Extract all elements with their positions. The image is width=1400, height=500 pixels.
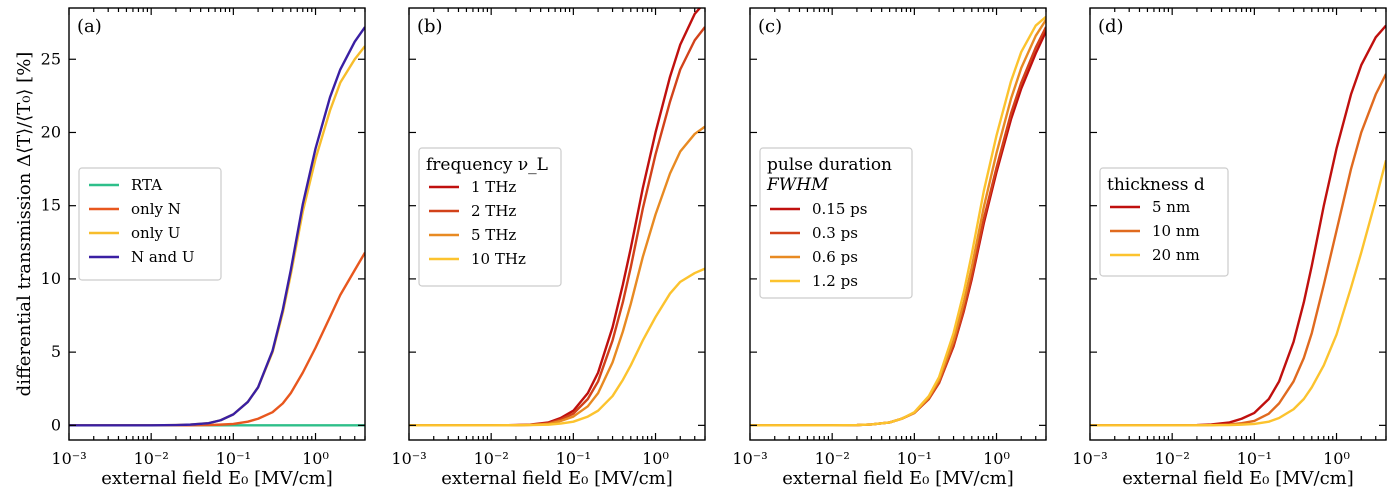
- x-tick-label: 10⁻³: [391, 449, 426, 468]
- x-tick-label: 10⁻²: [474, 449, 509, 468]
- y-tick-label: 25: [41, 49, 61, 68]
- panel-label: (c): [758, 16, 782, 37]
- x-tick-label: 10⁻¹: [1237, 449, 1272, 468]
- x-axis-label: external field E₀ [MV/cm]: [782, 468, 1014, 489]
- series-line-10-thz: [409, 267, 705, 427]
- legend-entry: 10 nm: [1152, 222, 1200, 240]
- x-tick-label: 10⁻¹: [216, 449, 251, 468]
- legend-entry: 10 THz: [471, 250, 526, 268]
- y-tick-label: 5: [51, 342, 61, 361]
- y-tick-label: 0: [51, 415, 61, 434]
- y-tick-label: 10: [41, 269, 61, 288]
- legend-entry: 0.15 ps: [812, 200, 867, 218]
- x-tick-label: 10⁰: [642, 449, 669, 468]
- series-line-20-nm: [1090, 159, 1386, 427]
- series-line-1.2-ps: [750, 15, 1046, 427]
- x-tick-label: 10⁻³: [1072, 449, 1107, 468]
- x-tick-label: 10⁰: [983, 449, 1010, 468]
- legend-box: [418, 147, 562, 287]
- legend-entry: 0.3 ps: [812, 224, 858, 242]
- y-tick-label: 20: [41, 122, 61, 141]
- plot-frame: [408, 7, 706, 441]
- x-axis-label: external field E₀ [MV/cm]: [101, 468, 333, 489]
- legend-entry: only N: [131, 200, 181, 218]
- legend-title: frequency ν_L: [426, 155, 548, 175]
- legend-entry: 0.6 ps: [812, 248, 858, 266]
- panel-label: (d): [1098, 16, 1124, 37]
- x-tick-label: 10⁻³: [51, 449, 86, 468]
- x-tick-label: 10⁻¹: [897, 449, 932, 468]
- x-axis-label: external field E₀ [MV/cm]: [441, 468, 673, 489]
- legend-entry: only U: [131, 224, 180, 242]
- legend-title: pulse duration: [767, 155, 892, 175]
- legend-entry: N and U: [131, 248, 195, 266]
- x-tick-label: 10⁻³: [732, 449, 767, 468]
- legend-box: [759, 147, 913, 299]
- legend-entry: 5 nm: [1152, 198, 1190, 216]
- panel-label: (b): [417, 16, 443, 37]
- legend-entry: 1 THz: [471, 178, 516, 196]
- x-tick-label: 10⁻²: [134, 449, 169, 468]
- legend-subtitle: FWHM: [766, 175, 829, 195]
- x-tick-label: 10⁻²: [1155, 449, 1190, 468]
- legend-entry: RTA: [131, 176, 162, 194]
- plot-frame: [68, 7, 366, 441]
- legend-entry: 20 nm: [1152, 246, 1200, 264]
- x-tick-label: 10⁰: [302, 449, 329, 468]
- y-tick-label: 15: [41, 196, 61, 215]
- panel-label: (a): [77, 16, 102, 37]
- plot-frame: [1089, 7, 1387, 441]
- legend-box: [78, 167, 222, 281]
- legend-box: [1099, 167, 1229, 277]
- legend-title: thickness d: [1107, 175, 1205, 195]
- legend-entry: 5 THz: [471, 226, 516, 244]
- plot-frame: [749, 7, 1047, 441]
- x-tick-label: 10⁰: [1323, 449, 1350, 468]
- y-axis-label: differential transmission Δ⟨T⟩/⟨T₀⟩ [%]: [14, 52, 35, 397]
- legend-entry: 2 THz: [471, 202, 516, 220]
- x-tick-label: 10⁻¹: [556, 449, 591, 468]
- series-line-n-and-u: [69, 26, 365, 427]
- x-axis-label: external field E₀ [MV/cm]: [1122, 468, 1354, 489]
- x-tick-label: 10⁻²: [815, 449, 850, 468]
- legend-entry: 1.2 ps: [812, 272, 858, 290]
- panel-a: 10⁻³ 10⁻² 10⁻¹ 10⁰ 0 5 10 15 20 25 external field …: [41, 7, 366, 489]
